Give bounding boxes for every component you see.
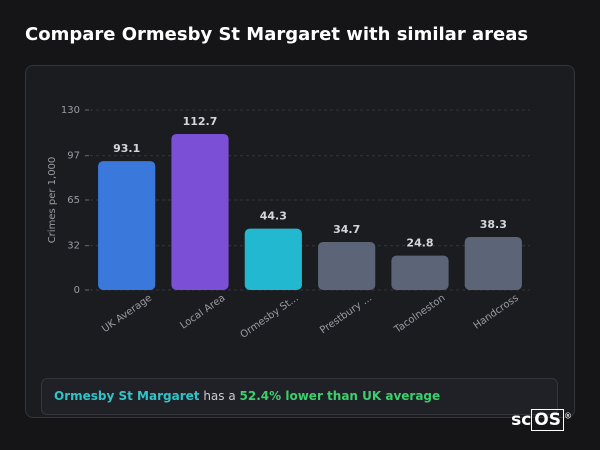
logo-mark: ® [564, 411, 572, 421]
x-tick-label: Prestbury ... [318, 293, 374, 337]
bar [318, 241, 376, 290]
chart-title: Compare Ormesby St Margaret with similar… [25, 24, 529, 45]
value-label: 44.3 [260, 210, 287, 223]
x-tick-label: Handcross [472, 293, 521, 332]
value-label: 93.1 [113, 142, 140, 155]
note-text: has a [203, 389, 236, 403]
logo-prefix: sc [511, 410, 532, 430]
x-tick-label: UK Average [100, 293, 154, 335]
x-tick-label: Tacolneston [392, 293, 448, 336]
y-axis-label: Crimes per 1,000 [47, 157, 58, 244]
bar [391, 255, 449, 290]
x-tick-label: Local Area [178, 293, 227, 332]
value-label: 112.7 [183, 115, 218, 128]
x-tick-label: Ormesby St... [239, 293, 301, 341]
y-tick-label: 130 [61, 105, 80, 116]
y-tick-label: 97 [67, 151, 80, 162]
bar [171, 133, 229, 290]
bar [464, 236, 522, 290]
value-label: 24.8 [406, 237, 433, 250]
area-name: Ormesby St Margaret [54, 389, 200, 403]
value-label: 34.7 [333, 223, 360, 236]
y-tick-label: 0 [74, 285, 80, 296]
y-tick-label: 65 [67, 195, 80, 206]
comparison-text: 52.4% lower than UK average [239, 389, 441, 403]
y-tick-label: 32 [67, 241, 80, 252]
value-label: 38.3 [480, 218, 507, 231]
logo-boxed: OS [531, 409, 564, 431]
bar [98, 161, 156, 290]
comparison-note: Ormesby St Margaret has a 52.4% lower th… [41, 378, 558, 415]
bar [244, 228, 302, 290]
logo: sc OS ® [511, 409, 572, 431]
